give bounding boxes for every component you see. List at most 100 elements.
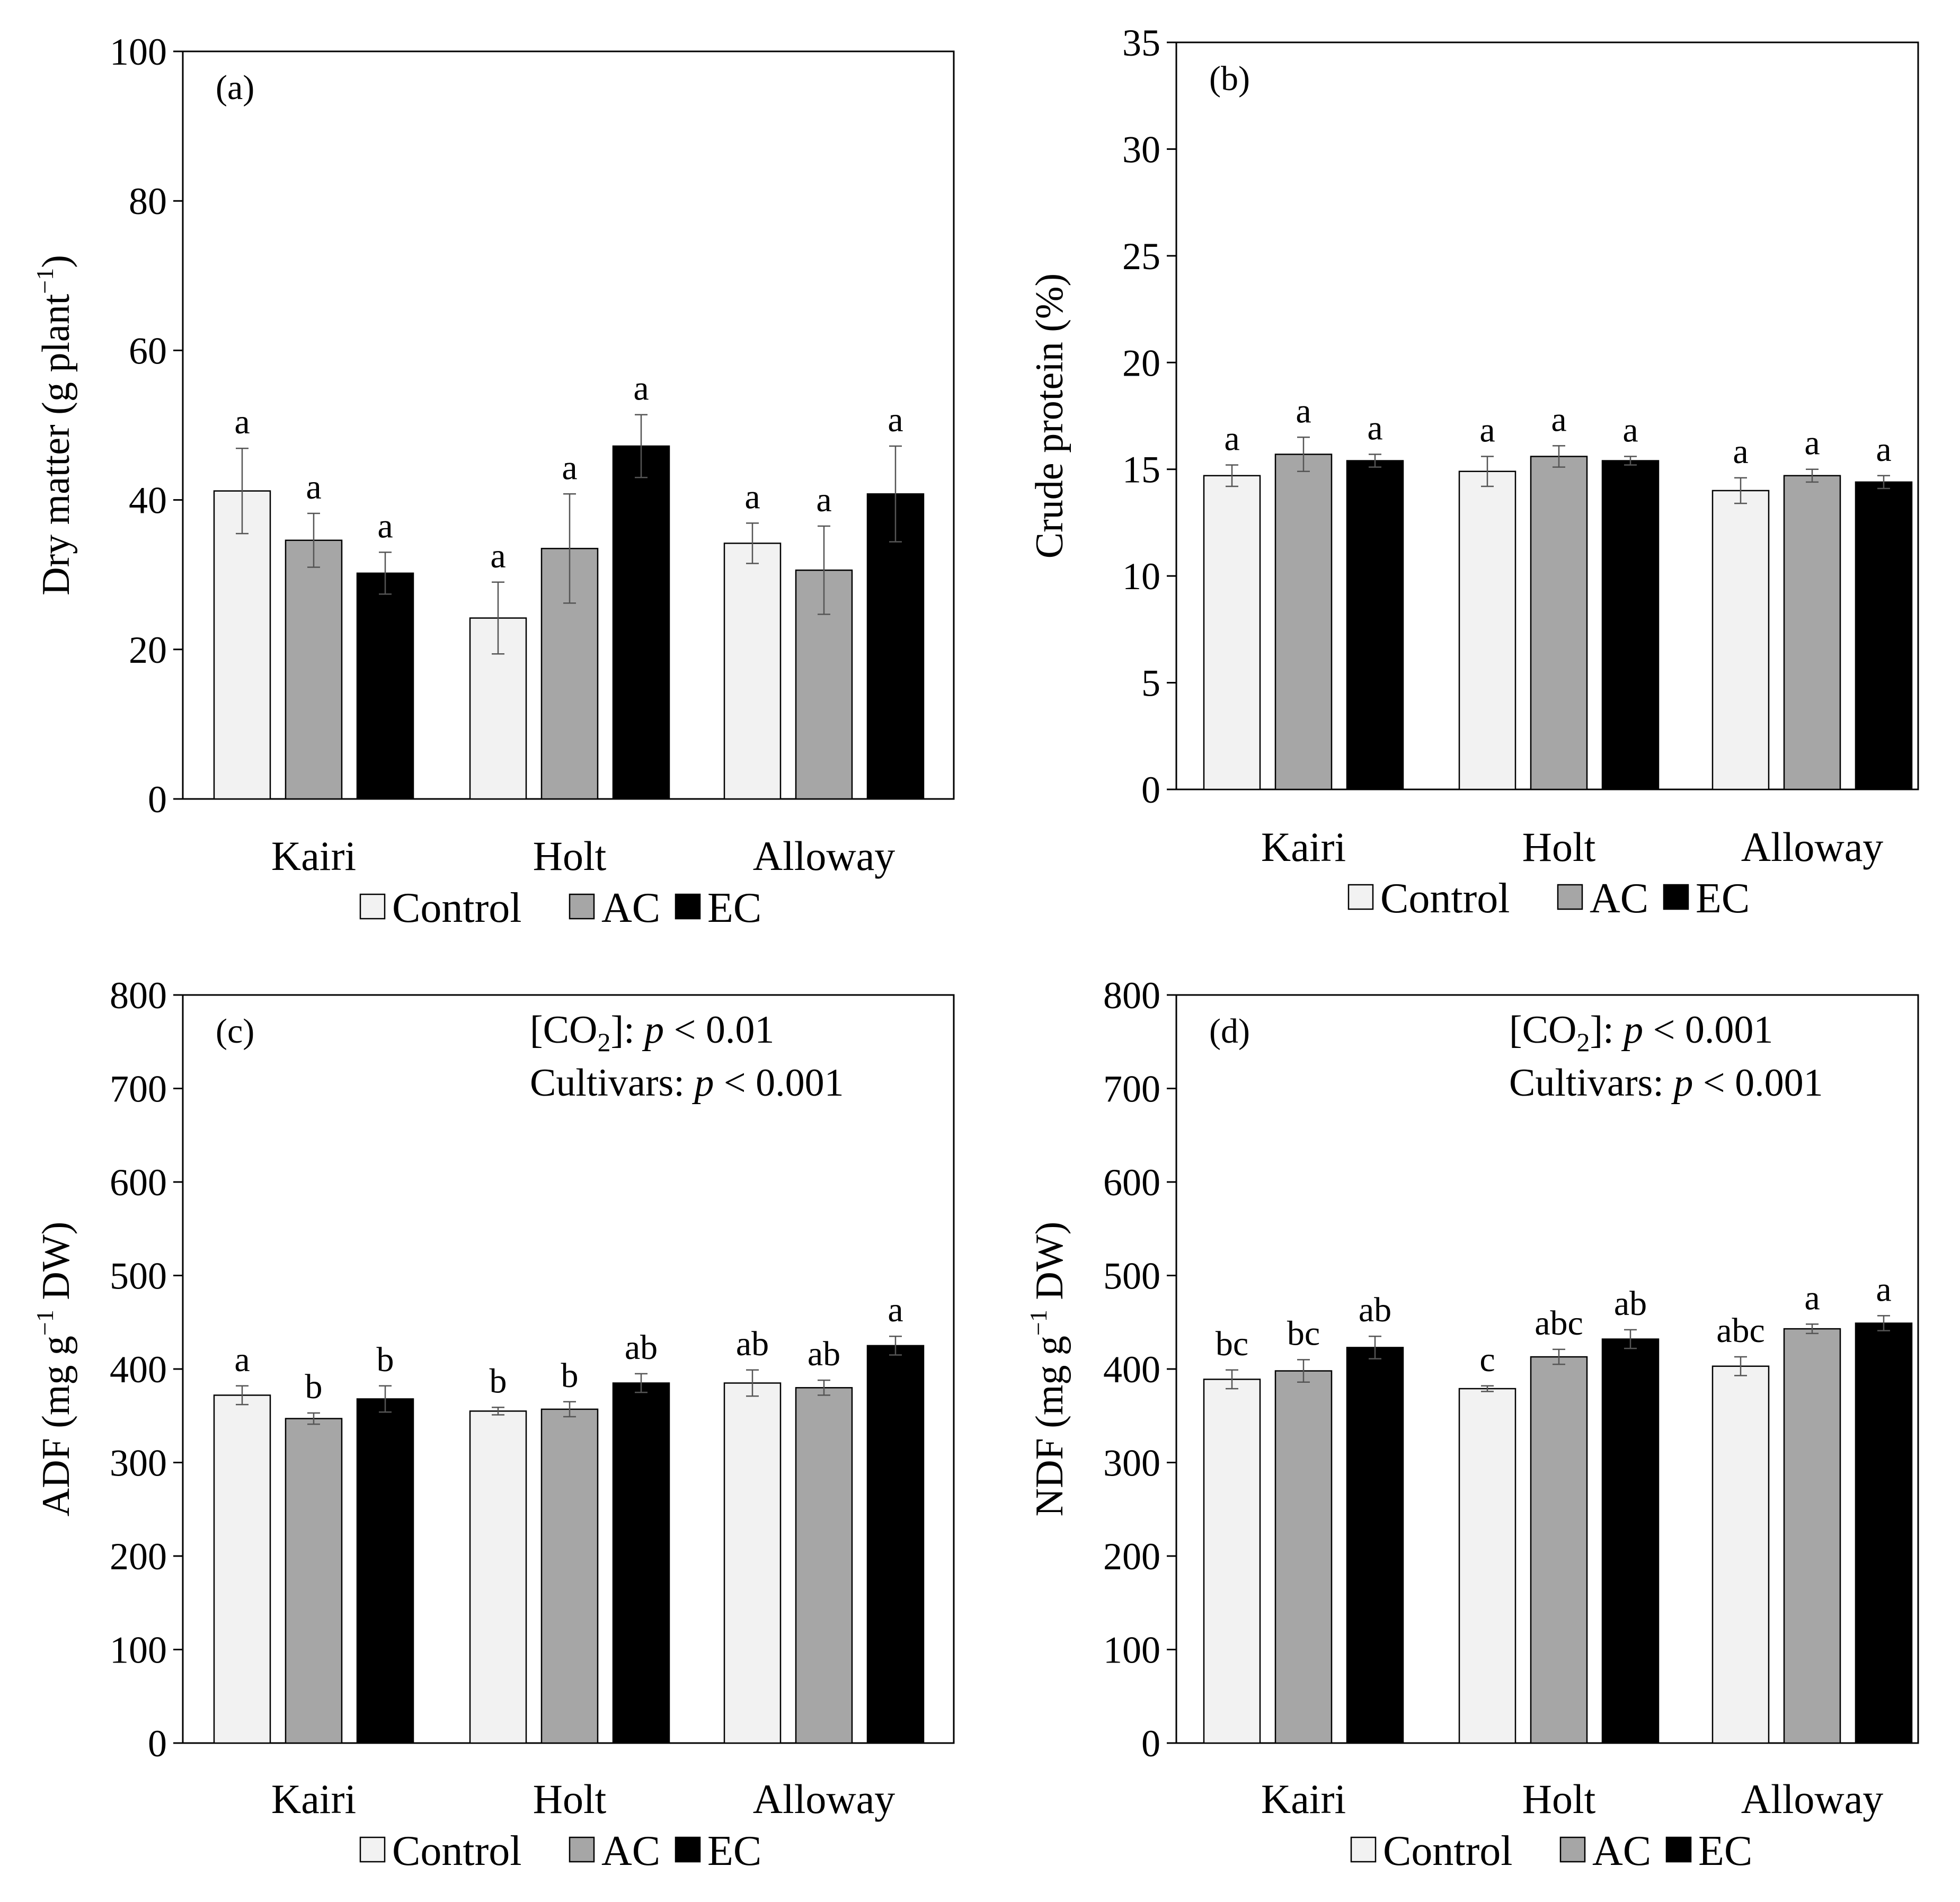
legend-label: EC: [1698, 1828, 1752, 1874]
significance-letter: a: [1551, 400, 1566, 439]
panel-tag: (c): [216, 1012, 254, 1051]
bar-ec-holt: [1601, 1338, 1660, 1744]
legend: Control AC EC: [359, 1828, 761, 1874]
significance-letter: a: [562, 448, 577, 487]
y-tick-label: 60: [129, 330, 167, 372]
legend-label: EC: [707, 1828, 761, 1874]
significance-letter: ab: [736, 1325, 769, 1363]
y-tick-label: 500: [1103, 1255, 1160, 1297]
y-tick-label: 0: [148, 778, 167, 821]
bar-ec-kairi: [1346, 1347, 1404, 1744]
stat-annotation: Cultivars: p < 0.001: [1509, 1061, 1823, 1105]
category-label: Holt: [1522, 824, 1596, 870]
legend-swatch: [359, 1836, 386, 1863]
y-tick-label: 20: [129, 629, 167, 671]
y-tick-label: 300: [110, 1442, 167, 1485]
bar-ac-kairi: [1274, 1370, 1333, 1744]
bar-control-kairi: [213, 490, 271, 800]
bar-ec-kairi: [1346, 460, 1404, 790]
chart-panel-3: 0 100 200 300 400 500 600 700 800 ADF (mg g−1 DW)…: [31, 974, 955, 1874]
y-tick-label: 0: [148, 1722, 167, 1765]
bar-control-alloway: [723, 1382, 782, 1744]
significance-letter: a: [888, 401, 903, 439]
bar-ac-alloway: [1783, 475, 1841, 790]
bar-control-holt: [1458, 470, 1516, 790]
significance-letter: a: [1296, 392, 1311, 430]
y-tick-label: 100: [110, 1629, 167, 1672]
y-axis-title: Dry matter (g plant−1): [31, 255, 78, 596]
significance-letter: a: [1733, 432, 1748, 471]
category-label: Alloway: [753, 1776, 895, 1822]
category-label: Holt: [533, 833, 607, 879]
significance-letter: ab: [808, 1335, 840, 1373]
significance-letter: a: [816, 481, 831, 519]
legend-swatch: [1663, 884, 1689, 910]
y-axis-title: NDF (mg g−1 DW): [1025, 1222, 1071, 1517]
significance-letter: a: [490, 537, 505, 575]
legend-label: Control: [392, 1828, 521, 1874]
legend-swatch: [1559, 1836, 1586, 1863]
legend-swatch: [1350, 1836, 1377, 1863]
y-tick-label: 20: [1122, 342, 1160, 384]
legend: Control AC EC: [359, 885, 761, 931]
y-tick-label: 500: [110, 1255, 167, 1297]
y-tick-label: 600: [1103, 1161, 1160, 1204]
y-tick-label: 100: [1103, 1629, 1160, 1672]
significance-letter: b: [377, 1340, 394, 1379]
category-label: Kairi: [1261, 824, 1346, 870]
y-axis-title: Crude protein (%): [1028, 273, 1071, 558]
legend-label: AC: [601, 1828, 660, 1874]
bar-ac-kairi: [1274, 454, 1333, 790]
legend-label: Control: [392, 885, 521, 931]
y-tick-label: 700: [110, 1068, 167, 1110]
panel-tag: (b): [1209, 59, 1250, 98]
y-tick-label: 800: [110, 974, 167, 1017]
stat-annotation: Cultivars: p < 0.001: [530, 1061, 844, 1105]
category-label: Alloway: [1741, 1776, 1884, 1822]
significance-letter: ab: [1359, 1291, 1391, 1329]
bar-ac-holt: [1530, 1356, 1588, 1744]
stat-annotation: [CO2]: p < 0.001: [1509, 1008, 1773, 1057]
significance-letter: a: [1622, 411, 1638, 450]
significance-letter: a: [1224, 420, 1239, 458]
bar-control-holt: [469, 1410, 527, 1744]
bar-control-kairi: [213, 1394, 271, 1744]
y-tick-label: 200: [1103, 1535, 1160, 1578]
y-tick-label: 30: [1122, 128, 1160, 171]
legend-swatch: [675, 1836, 701, 1863]
legend-swatch: [1347, 884, 1374, 910]
bar-ac-holt: [1530, 456, 1588, 790]
significance-letter: ab: [625, 1328, 658, 1367]
y-tick-label: 80: [129, 180, 167, 223]
bar-control-alloway: [723, 543, 782, 800]
bar-ec-kairi: [356, 572, 414, 800]
legend-swatch: [359, 893, 386, 920]
bar-control-alloway: [1711, 490, 1770, 790]
significance-letter: a: [234, 403, 250, 441]
bar-ec-alloway: [866, 1345, 925, 1744]
bar-control-kairi: [1203, 475, 1261, 790]
significance-letter: a: [744, 477, 760, 516]
chart-panel-4: 0 100 200 300 400 500 600 700 800 NDF (mg g−1 DW)…: [1025, 974, 1919, 1874]
legend-label: AC: [601, 885, 660, 931]
y-axis-title: ADF (mg g−1 DW): [31, 1222, 78, 1517]
bar-ac-alloway: [1783, 1328, 1841, 1744]
significance-letter: a: [306, 468, 321, 506]
category-label: Alloway: [1741, 824, 1884, 870]
significance-letter: c: [1479, 1340, 1495, 1379]
y-tick-label: 5: [1141, 662, 1160, 705]
legend-label: AC: [1592, 1828, 1651, 1874]
bar-ac-alloway: [795, 1387, 853, 1744]
y-tick-label: 700: [1103, 1068, 1160, 1110]
significance-letter: b: [305, 1367, 323, 1406]
significance-letter: a: [1876, 430, 1891, 469]
category-label: Kairi: [271, 1776, 356, 1822]
legend-swatch: [675, 893, 701, 920]
y-tick-label: 10: [1122, 555, 1160, 598]
y-tick-label: 200: [110, 1535, 167, 1578]
significance-letter: b: [490, 1362, 507, 1400]
legend-label: Control: [1383, 1828, 1512, 1874]
significance-letter: bc: [1287, 1314, 1320, 1353]
category-label: Holt: [533, 1776, 607, 1822]
bar-ac-holt: [540, 1408, 599, 1744]
